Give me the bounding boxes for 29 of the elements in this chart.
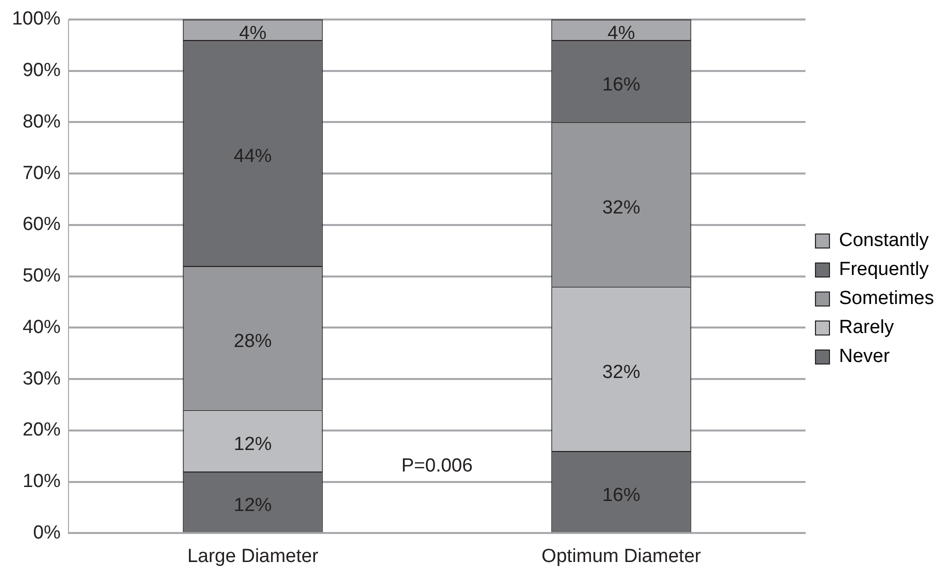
data-label: 44% <box>234 146 272 168</box>
y-tick-label: 30% <box>22 368 61 390</box>
y-tick-label: 10% <box>22 471 61 492</box>
x-tick-label: Optimum Diameter <box>542 546 702 567</box>
legend-label: Sometimes <box>838 288 934 310</box>
y-tick-label: 80% <box>22 111 61 132</box>
data-label: 32% <box>602 362 640 384</box>
legend-label: Frequently <box>838 259 930 280</box>
y-tick-label: 90% <box>22 60 61 82</box>
data-label: 16% <box>602 74 640 96</box>
y-tick-label: 100% <box>12 8 61 30</box>
data-label: 12% <box>234 434 272 455</box>
legend-label: Rarely <box>838 317 894 338</box>
annotation: P=0.006 <box>401 456 473 477</box>
y-tick-label: 0% <box>33 522 61 544</box>
legend-label: Never <box>838 346 890 368</box>
data-label: 12% <box>234 495 272 516</box>
data-label: 16% <box>602 484 640 506</box>
x-tick-label: Large Diameter <box>187 546 319 567</box>
data-label: 4% <box>239 22 267 44</box>
data-label: 4% <box>608 22 636 44</box>
data-label: 28% <box>234 331 272 352</box>
legend-label: Constantly <box>838 230 930 252</box>
y-tick-label: 70% <box>22 162 61 184</box>
y-tick-label: 50% <box>22 266 61 287</box>
data-label: 32% <box>602 198 640 219</box>
y-tick-label: 20% <box>22 420 61 441</box>
y-tick-label: 60% <box>22 214 61 236</box>
y-tick-label: 40% <box>22 316 61 338</box>
